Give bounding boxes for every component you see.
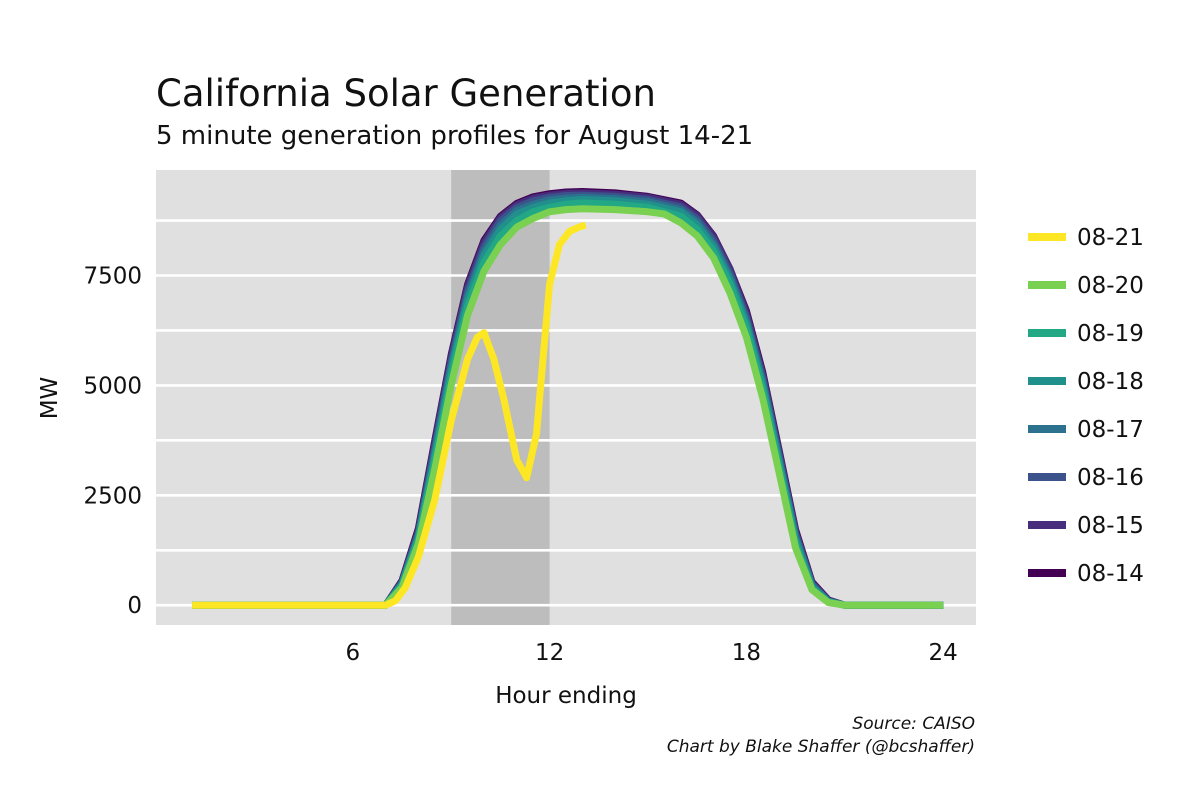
- x-tick-label: 18: [732, 640, 761, 666]
- y-tick-labels: 0 2500 5000 7500: [83, 264, 142, 620]
- legend-label: 08-17: [1077, 417, 1144, 443]
- legend-label: 08-19: [1077, 321, 1144, 347]
- y-tick-label: 5000: [83, 373, 142, 399]
- x-tick-label: 6: [345, 640, 360, 666]
- legend-label: 08-21: [1077, 225, 1144, 251]
- legend-swatch: [1028, 329, 1066, 337]
- series-line-08-21: [192, 221, 587, 609]
- series-line-08-20: [192, 205, 944, 609]
- legend-swatch: [1028, 473, 1066, 481]
- chart-title: California Solar Generation: [156, 72, 656, 115]
- legend-label: 08-16: [1077, 465, 1144, 491]
- x-tick-labels: 6 12 18 24: [345, 640, 957, 666]
- x-axis-title: Hour ending: [495, 683, 637, 709]
- y-tick-label: 2500: [83, 483, 142, 509]
- legend-swatch: [1028, 281, 1066, 289]
- chart-subtitle: 5 minute generation profiles for August …: [156, 121, 754, 151]
- y-tick-label: 0: [127, 593, 142, 619]
- legend-swatch: [1028, 233, 1066, 241]
- legend-swatch: [1028, 377, 1066, 385]
- legend-label: 08-14: [1077, 561, 1144, 587]
- chart-caption: Source: CAISO Chart by Blake Shaffer (@b…: [667, 713, 975, 759]
- source-note: Source: CAISO: [852, 714, 975, 734]
- legend-label: 08-18: [1077, 369, 1144, 395]
- y-tick-label: 7500: [83, 264, 142, 290]
- legend: 08-21 08-20 08-19 08-18 08-17 08-16 08-15 08-14: [1028, 225, 1144, 587]
- legend-swatch: [1028, 521, 1066, 529]
- legend-label: 08-15: [1077, 513, 1144, 539]
- credit-note: Chart by Blake Shaffer (@bcshaffer): [666, 737, 975, 757]
- x-tick-label: 12: [535, 640, 564, 666]
- legend-swatch: [1028, 425, 1066, 433]
- y-axis-title: MW: [37, 377, 63, 420]
- x-tick-label: 24: [929, 640, 958, 666]
- series-layer: [192, 188, 944, 609]
- legend-label: 08-20: [1077, 273, 1144, 299]
- legend-swatch: [1028, 569, 1066, 577]
